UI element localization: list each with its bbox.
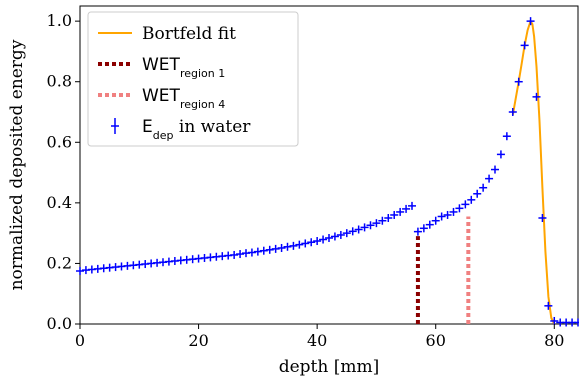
edep-point (342, 229, 351, 238)
legend-label-fit: Bortfeld fit (142, 24, 236, 44)
edep-point (378, 216, 387, 225)
edep-point (449, 207, 458, 216)
edep-point (384, 214, 393, 222)
edep-point (396, 207, 405, 216)
x-tick-label: 0 (75, 331, 85, 350)
edep-point (574, 318, 579, 327)
edep-point (301, 239, 310, 248)
legend-item-fit: Bortfeld fit (98, 24, 236, 44)
y-tick-label: 0.8 (47, 72, 72, 91)
edep-point (336, 230, 345, 239)
legend-label-main: WET (142, 55, 181, 75)
y-tick-label: 0.4 (47, 193, 72, 212)
edep-point (538, 214, 547, 222)
legend-label-wet1: WETregion 1 (142, 55, 225, 80)
edep-point (76, 267, 84, 275)
legend-item-wet4: WETregion 4 (98, 86, 225, 111)
edep-point (319, 235, 328, 244)
x-tick-label: 60 (426, 331, 446, 350)
edep-point (419, 224, 428, 233)
edep-point (508, 108, 517, 116)
legend-item-edep: Edep in water (111, 117, 251, 142)
edep-point (277, 243, 286, 252)
edep-point (431, 216, 440, 225)
edep-point (236, 250, 245, 259)
edep-point (247, 248, 256, 257)
edep-point (532, 92, 541, 101)
edep-point (360, 223, 369, 232)
edep-point (366, 221, 375, 230)
edep-point (307, 238, 316, 247)
edep-point (230, 250, 239, 259)
edep-point (491, 165, 499, 174)
edep-point (520, 41, 529, 50)
edep-point (313, 237, 322, 246)
x-tick-label: 80 (544, 331, 564, 350)
legend-label-wet4: WETregion 4 (142, 86, 225, 111)
edep-point (455, 204, 464, 213)
y-tick-label: 0.0 (47, 314, 72, 333)
y-tick-label: 1.0 (47, 11, 72, 30)
edep-point (390, 210, 399, 219)
legend-label-main: Bortfeld fit (142, 24, 236, 44)
x-tick-label: 20 (188, 331, 208, 350)
edep-point (408, 201, 416, 210)
bortfeld-fit-line (511, 18, 556, 325)
legend-label-subscript: region 1 (180, 67, 225, 80)
legend-label-subscript: region 4 (180, 98, 225, 111)
legend-label-edep: Edep in water (142, 117, 251, 142)
edep-point (467, 195, 476, 204)
edep-point (443, 210, 452, 219)
legend-label-main: E (142, 117, 153, 137)
edep-point (550, 316, 559, 325)
edep-point (295, 240, 304, 249)
legend-label-suffix: in water (173, 117, 251, 137)
edep-point (479, 183, 488, 192)
x-axis-label: depth [mm] (279, 357, 380, 377)
edep-point (271, 244, 280, 253)
edep-point (502, 132, 511, 141)
y-axis-label: normalized deposited energy (7, 39, 27, 290)
data-layer (76, 17, 579, 327)
x-tick-label: 40 (307, 331, 327, 350)
edep-point (473, 189, 482, 198)
edep-point (461, 200, 470, 209)
edep-point (425, 220, 434, 229)
edep-point (526, 17, 535, 26)
edep-point (485, 174, 494, 183)
edep-point (265, 245, 274, 254)
plot-frame (79, 5, 579, 325)
axis-ticks: 0 20 40 60 80 0.0 0.2 0.4 0.6 0.8 1.0 (47, 11, 565, 350)
edep-point (544, 301, 553, 310)
edep-point (496, 150, 505, 159)
edep-point (330, 232, 339, 241)
edep-point (372, 219, 381, 228)
edep-point (283, 242, 292, 251)
legend-label-subscript: dep (153, 129, 174, 142)
y-tick-label: 0.2 (47, 253, 72, 272)
edep-point (437, 212, 446, 221)
legend-box (87, 11, 299, 147)
legend-item-wet1: WETregion 1 (98, 55, 225, 80)
y-tick-label: 0.6 (47, 132, 72, 151)
edep-point (259, 246, 268, 255)
edep-point (354, 225, 363, 234)
legend-label-main: WET (142, 86, 181, 106)
edep-point (348, 227, 357, 236)
edep-point (289, 241, 298, 250)
edep-point (253, 247, 262, 256)
edep-point (402, 204, 411, 213)
edep-point (514, 77, 523, 86)
edep-point (413, 227, 422, 236)
edep-point (325, 233, 333, 242)
